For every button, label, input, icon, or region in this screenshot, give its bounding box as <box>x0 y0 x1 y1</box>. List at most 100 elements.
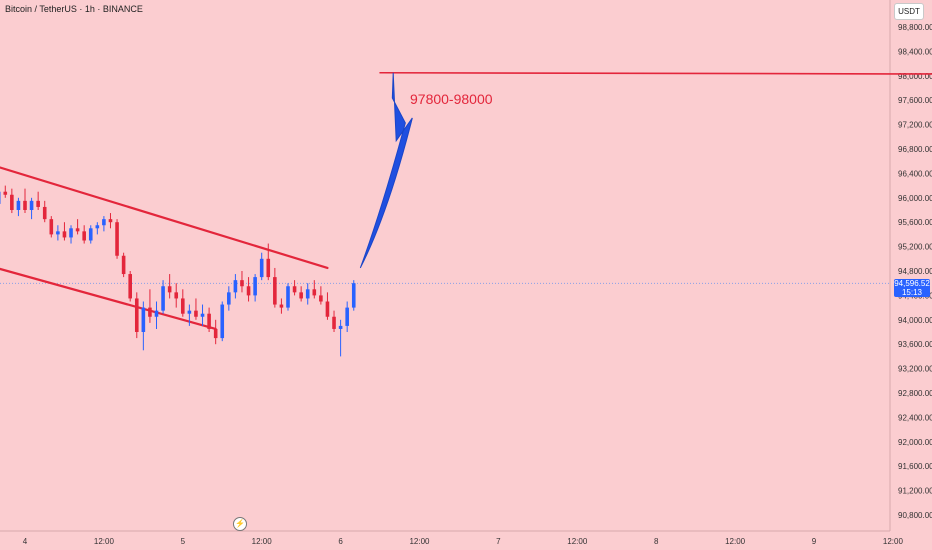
candle-body <box>253 277 257 296</box>
y-tick-label: 94,000.00 <box>898 316 932 325</box>
x-tick-label: 4 <box>23 537 28 546</box>
candle-body <box>141 307 146 332</box>
candle-body <box>305 289 310 299</box>
target-line <box>379 71 932 75</box>
candle-body <box>299 292 303 299</box>
candle-body <box>49 219 54 235</box>
candle-body <box>16 200 21 210</box>
y-tick-label: 96,800.00 <box>898 145 932 154</box>
candle-body <box>259 258 264 278</box>
candle-body <box>220 304 225 339</box>
x-tick-label: 12:00 <box>725 537 746 546</box>
candle-body <box>345 307 349 326</box>
candle-body <box>266 258 271 278</box>
bar-countdown: 15:13 <box>901 288 923 297</box>
channel-lower-line <box>0 267 217 331</box>
currency-badge[interactable]: USDT <box>894 3 924 20</box>
candle-body <box>108 219 113 223</box>
candle-body <box>286 286 290 308</box>
x-tick-label: 12:00 <box>883 537 904 546</box>
candle-body <box>102 219 106 226</box>
symbol-title[interactable]: Bitcoin / TetherUS · 1h · BINANCE <box>5 4 143 14</box>
x-tick-label: 5 <box>181 537 186 546</box>
last-price-value: 94,596.52 <box>894 279 930 288</box>
candle-body <box>174 292 179 299</box>
y-tick-label: 98,400.00 <box>898 47 932 56</box>
candle-body <box>200 313 205 317</box>
x-tick-label: 12:00 <box>94 537 115 546</box>
channel-upper-line <box>0 166 329 270</box>
candle-body <box>273 277 277 305</box>
candle-body <box>10 194 14 210</box>
y-tick-label: 95,600.00 <box>898 218 932 227</box>
candle-body <box>187 310 192 314</box>
candle-body <box>62 231 67 238</box>
y-tick-label: 97,600.00 <box>898 96 932 105</box>
candle-body <box>233 280 238 293</box>
candle-body <box>88 228 93 241</box>
candle-body <box>181 298 185 314</box>
y-tick-label: 96,000.00 <box>898 194 932 203</box>
candle-body <box>75 228 80 232</box>
y-tick-label: 92,800.00 <box>898 389 932 398</box>
candle-body <box>227 292 231 305</box>
price-axis-panel <box>890 0 932 550</box>
candle-body <box>36 200 40 207</box>
target-zone-label: 97800-98000 <box>410 91 493 107</box>
y-tick-label: 91,600.00 <box>898 462 932 471</box>
candle-body <box>95 225 100 229</box>
candle-body <box>148 307 152 317</box>
candle-body <box>338 325 343 329</box>
y-tick-label: 98,800.00 <box>898 23 932 32</box>
candle-body <box>69 228 73 238</box>
y-tick-label: 92,000.00 <box>898 438 932 447</box>
candle-body <box>0 191 1 204</box>
candle-body <box>332 316 336 329</box>
candle-body <box>42 206 47 220</box>
candle-body <box>167 286 172 293</box>
candle-body <box>115 222 119 256</box>
candle-body <box>194 310 198 317</box>
candle-body <box>29 200 34 210</box>
y-tick-label: 90,800.00 <box>898 511 932 520</box>
x-tick-label: 12:00 <box>567 537 588 546</box>
candle-body <box>161 286 165 311</box>
candle-body <box>213 328 218 339</box>
forecast-arrow <box>359 72 413 269</box>
x-tick-label: 7 <box>496 537 501 546</box>
x-tick-label: 9 <box>812 537 817 546</box>
x-tick-label: 12:00 <box>252 537 273 546</box>
y-tick-label: 93,200.00 <box>898 365 932 374</box>
y-tick-label: 93,600.00 <box>898 340 932 349</box>
candle-body <box>292 286 297 293</box>
lightning-icon[interactable]: ⚡ <box>233 517 247 531</box>
candle-body <box>207 313 211 329</box>
y-tick-label: 97,200.00 <box>898 121 932 130</box>
candle-body <box>240 280 244 287</box>
candle-body <box>325 301 330 317</box>
candle-body <box>279 304 284 308</box>
candle-body <box>319 295 323 302</box>
candle-body <box>3 191 8 195</box>
y-tick-label: 94,800.00 <box>898 267 932 276</box>
candle-body <box>82 231 86 241</box>
candle-body <box>56 231 60 235</box>
candle-body <box>128 274 132 299</box>
y-tick-label: 95,200.00 <box>898 243 932 252</box>
x-tick-label: 12:00 <box>409 537 430 546</box>
candle-body <box>246 286 251 296</box>
y-tick-label: 91,200.00 <box>898 487 932 496</box>
y-tick-label: 92,400.00 <box>898 413 932 422</box>
candle-body <box>154 310 159 317</box>
candle-body <box>23 200 27 210</box>
x-tick-label: 6 <box>338 537 343 546</box>
candle-body <box>134 298 139 332</box>
x-tick-label: 8 <box>654 537 659 546</box>
y-tick-label: 96,400.00 <box>898 169 932 178</box>
candle-body <box>351 283 356 308</box>
candle-body <box>121 255 126 275</box>
last-price-tag: 94,596.52 15:13 <box>894 279 930 297</box>
y-tick-label: 98,000.00 <box>898 72 932 81</box>
